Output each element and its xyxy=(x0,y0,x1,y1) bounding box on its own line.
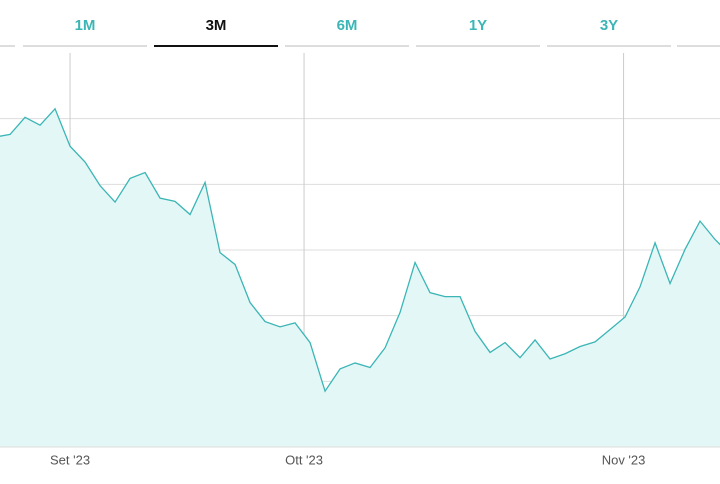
x-tick-label: Set '23 xyxy=(50,452,90,467)
x-tick-label: Ott '23 xyxy=(285,452,323,467)
area-fill xyxy=(0,108,720,447)
tab-label[interactable]: 3Y xyxy=(600,17,618,34)
x-tick-label: Nov '23 xyxy=(602,452,646,467)
tab-label[interactable]: 3M xyxy=(206,17,227,34)
tab-label[interactable]: 6M xyxy=(337,17,358,34)
tab-label[interactable]: 1M xyxy=(75,17,96,34)
plot-area xyxy=(0,53,720,447)
tab-label[interactable]: 1Y xyxy=(469,17,487,34)
line xyxy=(0,107,720,393)
